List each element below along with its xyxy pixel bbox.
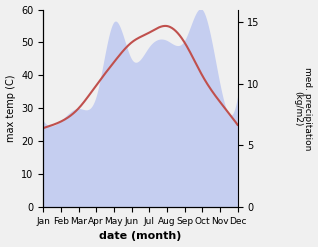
Y-axis label: med. precipitation
(kg/m2): med. precipitation (kg/m2) [293, 67, 313, 150]
X-axis label: date (month): date (month) [99, 231, 182, 242]
Y-axis label: max temp (C): max temp (C) [5, 75, 16, 142]
